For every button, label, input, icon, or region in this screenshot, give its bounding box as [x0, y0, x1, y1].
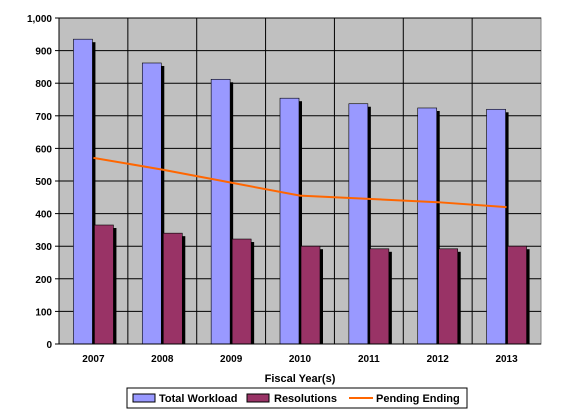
bar-total-workload-2013 — [486, 108, 506, 345]
x-tick-label-2013: 2013 — [495, 354, 518, 365]
y-tick-label-6: 600 — [35, 144, 52, 155]
x-axis-ticks: 2007 2008 2009 2010 2011 2012 2013 — [82, 354, 518, 365]
y-tick-label-8: 800 — [35, 79, 52, 90]
bar-total-workload-2008 — [141, 62, 162, 345]
legend-label-resolutions: Resolutions — [274, 393, 337, 405]
y-tick-label-2: 200 — [35, 275, 52, 286]
bar-total-workload-2009 — [210, 78, 231, 345]
y-tick-label-5: 500 — [35, 177, 52, 188]
bar-resolutions-2011 — [369, 248, 390, 345]
x-tick-label-2009: 2009 — [220, 354, 243, 365]
legend-label-total-workload: Total Workload — [159, 393, 237, 405]
bar-total-workload-2011 — [348, 103, 369, 345]
y-axis-ticks: 0 100 200 300 400 500 600 700 800 900 1,000 — [27, 14, 59, 351]
bar-resolutions-2013 — [507, 245, 527, 345]
bars — [73, 38, 530, 345]
bar-resolutions-2010 — [300, 245, 321, 345]
legend: Total Workload Resolutions Pending Endin… — [126, 387, 468, 409]
bar-total-workload-2007 — [73, 38, 93, 345]
y-tick-label-4: 400 — [35, 210, 52, 221]
x-tick-label-2012: 2012 — [427, 354, 450, 365]
y-tick-label-10: 1,000 — [27, 14, 52, 25]
line-pending-ending — [93, 156, 507, 209]
x-tick-label-2011: 2011 — [358, 354, 380, 365]
x-tick-label-2007: 2007 — [82, 354, 105, 365]
x-axis-title: Fiscal Year(s) — [265, 373, 336, 385]
bar-resolutions-2008 — [162, 232, 183, 345]
bar-resolutions-2007 — [94, 224, 114, 345]
x-tick-label-2010: 2010 — [289, 354, 312, 365]
x-tick-label-2008: 2008 — [151, 354, 174, 365]
y-tick-label-3: 300 — [35, 242, 52, 253]
bar-resolutions-2012 — [438, 248, 459, 345]
y-tick-label-9: 900 — [35, 47, 52, 58]
y-tick-label-0: 0 — [46, 340, 52, 351]
bar-total-workload-2012 — [417, 107, 438, 345]
bar-resolutions-2009 — [231, 238, 252, 345]
y-tick-label-7: 700 — [35, 112, 52, 123]
legend-box — [126, 387, 468, 409]
legend-swatch-total-workload — [132, 393, 156, 403]
pending-ending-line — [93, 156, 507, 209]
y-tick-label-1: 100 — [35, 307, 52, 318]
bar-total-workload-2010 — [279, 97, 300, 345]
legend-swatch-resolutions — [246, 393, 270, 403]
legend-label-pending-ending: Pending Ending — [376, 393, 460, 405]
